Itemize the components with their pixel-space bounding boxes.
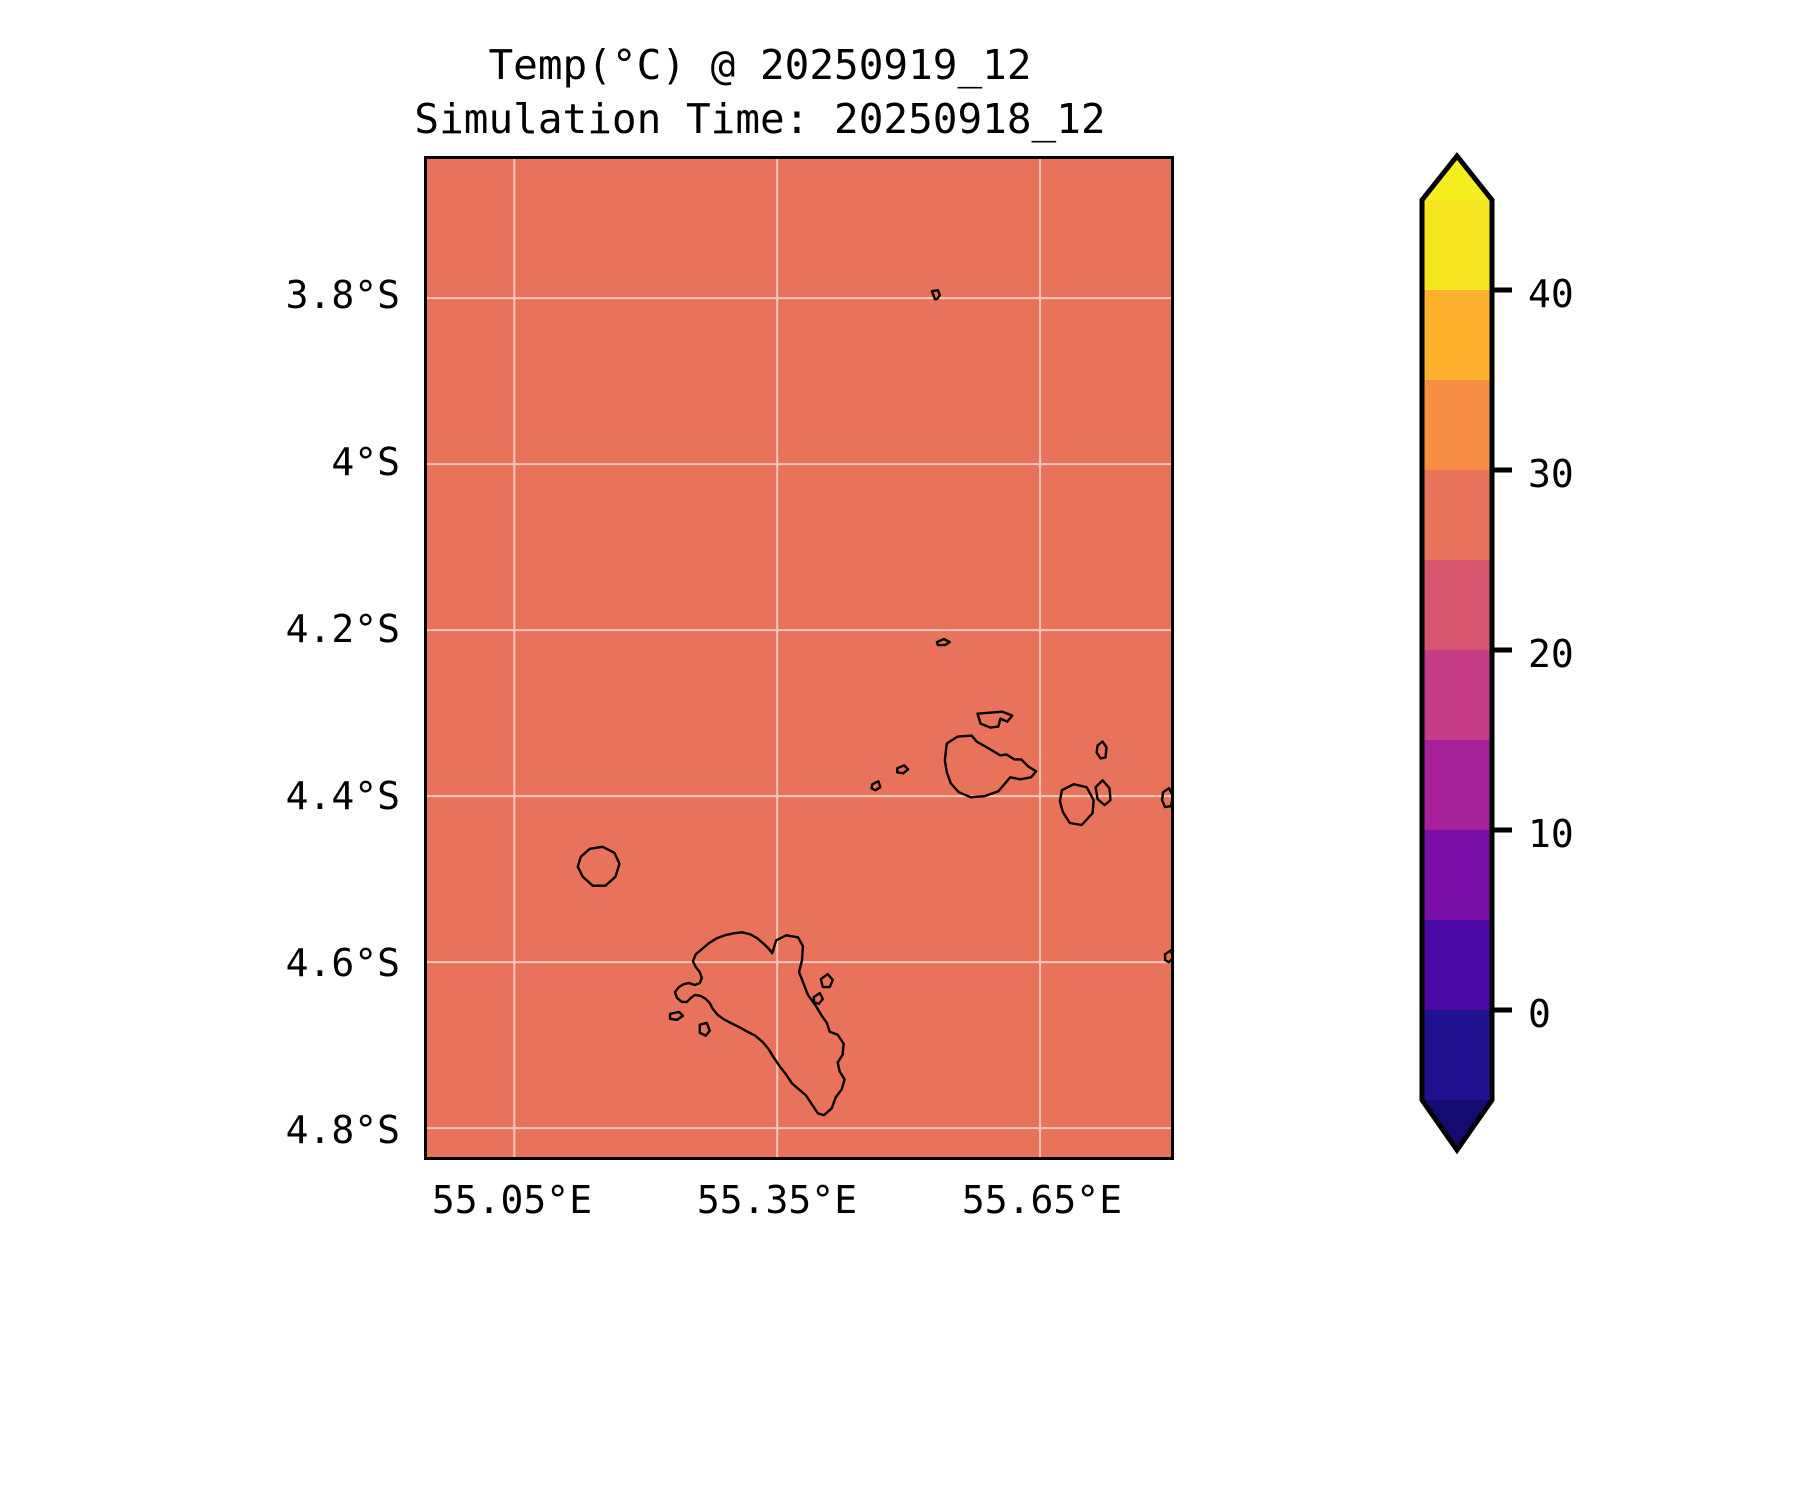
coastline-islet-marianne <box>1094 779 1112 807</box>
coastline-praslin <box>943 734 1038 799</box>
ytick-label-4S: 4°S <box>331 440 400 484</box>
colorbar-bands <box>1422 156 1492 1150</box>
colorbar-graphic <box>1419 151 1512 1155</box>
xtick-label-55.65E: 55.65°E <box>961 1178 1123 1222</box>
colorbar-tick-label-40: 40 <box>1528 272 1574 316</box>
colorbar-band-10-15 <box>1422 740 1492 830</box>
coastline-islet-conception <box>698 1021 711 1037</box>
coastline-islet-mid <box>935 637 951 647</box>
ytick-label-4.4S: 4.4°S <box>285 774 400 818</box>
coastline-islet-far-west <box>870 780 882 792</box>
colorbar-under-arrow <box>1422 1100 1492 1150</box>
coastline-islet-north <box>930 289 942 301</box>
coastline-islet-ste-anne <box>819 972 834 989</box>
coastline-mahe <box>673 931 846 1117</box>
grid-lines <box>427 159 1171 1157</box>
coastline-islet-west-praslin <box>896 764 910 775</box>
coastline-outlines <box>576 289 1171 1117</box>
map-plot-area[interactable] <box>424 156 1174 1160</box>
colorbar-band-15-20 <box>1422 650 1492 740</box>
coastline-la-digue <box>1058 783 1095 827</box>
colorbar-band-25-30 <box>1422 470 1492 560</box>
title-line-2: Simulation Time: 20250918_12 <box>414 95 1106 143</box>
colorbar-band-35-40 <box>1422 290 1492 380</box>
ytick-label-3.8S: 3.8°S <box>285 273 400 317</box>
coastline-islet-east-edge <box>1163 949 1171 964</box>
ytick-label-4.6S: 4.6°S <box>285 941 400 985</box>
colorbar[interactable] <box>1419 150 1512 1190</box>
xtick-label-55.05E: 55.05°E <box>431 1178 593 1222</box>
colorbar-tick-label-10: 10 <box>1528 812 1574 856</box>
colorbar-band-20-25 <box>1422 560 1492 650</box>
colorbar-band-5-10 <box>1422 830 1492 920</box>
chart-title: Temp(°C) @ 20250919_12 Simulation Time: … <box>0 38 1520 146</box>
colorbar-band-minus5-0 <box>1422 1010 1492 1100</box>
coastline-islet-felicite <box>1095 740 1108 760</box>
colorbar-tick-label-0: 0 <box>1528 992 1551 1036</box>
colorbar-band-40-45 <box>1422 200 1492 290</box>
colorbar-tick-label-20: 20 <box>1528 632 1574 676</box>
map-contents <box>427 159 1171 1157</box>
colorbar-band-30-35 <box>1422 380 1492 470</box>
coastline-curieuse <box>976 710 1014 729</box>
colorbar-tick-marks <box>1492 287 1512 1013</box>
colorbar-band-0-5 <box>1422 920 1492 1010</box>
title-line-1: Temp(°C) @ 20250919_12 <box>488 41 1032 89</box>
coastline-islet-therese <box>668 1010 685 1022</box>
ytick-label-4.2S: 4.2°S <box>285 607 400 651</box>
coastline-islet-frigate <box>1160 787 1171 809</box>
coastline-silhouette <box>576 845 621 887</box>
coastline-islet-cerf <box>812 991 824 1006</box>
colorbar-outline <box>1419 151 1495 1155</box>
colorbar-tick-label-30: 30 <box>1528 452 1574 496</box>
xtick-label-55.35E: 55.35°E <box>696 1178 858 1222</box>
ytick-label-4.8S: 4.8°S <box>285 1108 400 1152</box>
colorbar-over-arrow <box>1422 156 1492 200</box>
